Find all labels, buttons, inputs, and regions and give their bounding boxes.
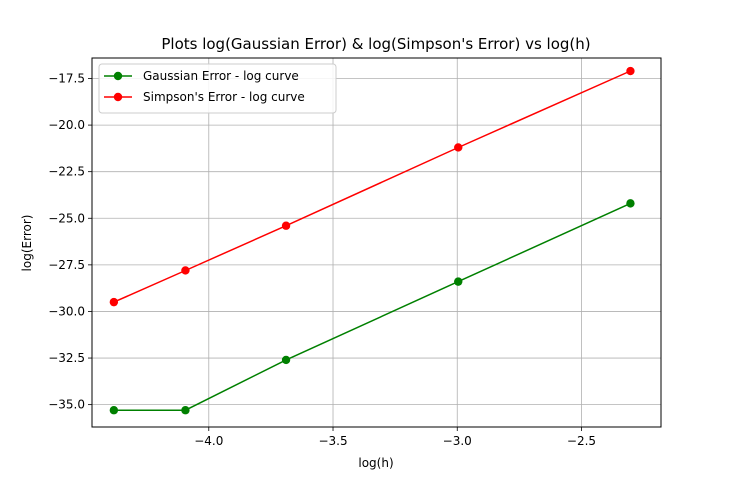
legend-gaussian-marker [113, 71, 123, 81]
y-tick-label: −25.0 [48, 211, 85, 225]
y-tick-label: −17.5 [48, 72, 85, 86]
series-layer [109, 66, 635, 415]
gaussian-data-point [181, 406, 190, 415]
ticks: −4.0 −3.5 −3.0 −2.5 −35.0 −32.5 −30.0 −27.5 −25.… [48, 72, 596, 449]
x-axis-label: log(h) [358, 456, 393, 470]
legend-simpson-label: Simpson's Error - log curve [143, 90, 305, 104]
grid [92, 58, 661, 427]
y-axis-label: log(Error) [20, 215, 34, 272]
y-tick-label: −35.0 [48, 398, 85, 412]
legend: Gaussian Error - log curve Simpson's Erro… [98, 63, 337, 114]
simpson-data-point [181, 266, 190, 275]
simpson-data-point [454, 143, 463, 152]
legend-gaussian-label: Gaussian Error - log curve [143, 69, 299, 83]
gaussian-data-point [281, 355, 291, 365]
legend-simpson-marker [113, 92, 123, 102]
x-tick-label: −4.0 [194, 434, 223, 448]
y-tick-label: −22.5 [48, 165, 85, 179]
y-tick-label: −20.0 [48, 118, 85, 132]
simpson-data-point [109, 297, 119, 307]
plot-frame [91, 57, 662, 428]
y-tick-label: −32.5 [48, 351, 85, 365]
y-tick-label: −30.0 [48, 304, 85, 318]
x-tick-label: −2.5 [567, 434, 596, 448]
legend-box [98, 63, 337, 114]
gaussian-data-point [626, 199, 635, 208]
x-tick-label: −3.5 [318, 434, 347, 448]
simpson-data-point [281, 221, 291, 230]
gaussian-data-point [454, 277, 463, 286]
gaussian-data-point [109, 406, 119, 415]
simpson-data-point [626, 66, 635, 76]
y-tick-label: −27.5 [48, 258, 85, 272]
x-tick-label: −3.0 [443, 434, 472, 448]
chart-title: Plots log(Gaussian Error) & log(Simpson'… [161, 35, 590, 53]
